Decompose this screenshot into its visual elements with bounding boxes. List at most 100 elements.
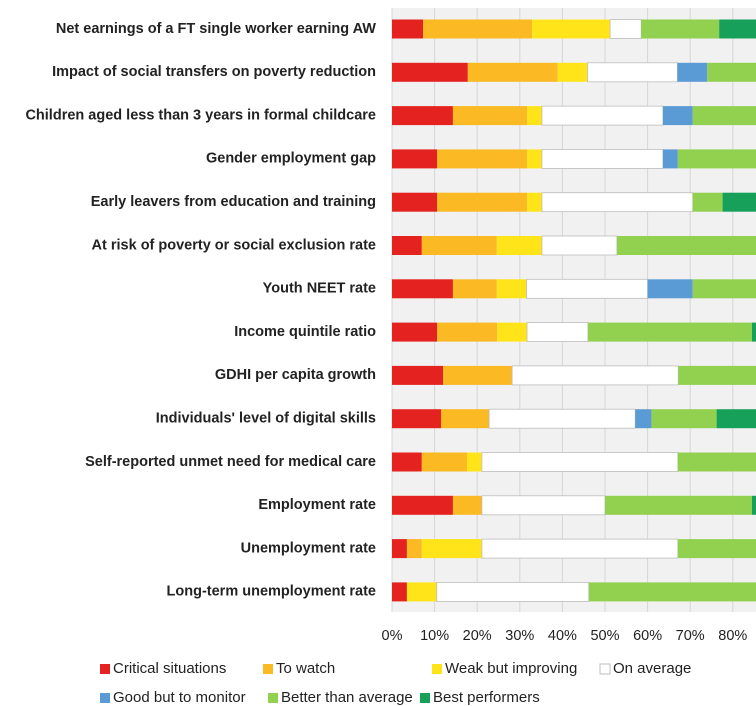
bar-segment	[751, 495, 756, 515]
bar-segment	[677, 62, 708, 82]
bar-segment	[392, 62, 468, 82]
bar-segment	[678, 365, 756, 385]
bar-segment	[677, 452, 756, 472]
bar-segment	[452, 495, 482, 515]
x-tick-label: 70%	[676, 628, 705, 644]
bar-segment	[532, 19, 611, 39]
bar-segment	[511, 365, 679, 386]
bar-segment	[406, 539, 422, 559]
bar-segment	[452, 106, 528, 126]
category-label: Early leavers from education and trainin…	[91, 194, 376, 210]
bar-segment	[527, 192, 542, 212]
bar-segment	[466, 452, 482, 472]
bar-segment	[392, 409, 441, 429]
bar-segment	[437, 322, 498, 342]
bar-segment	[677, 149, 756, 169]
bar-segment	[557, 62, 588, 82]
bar-segment	[527, 149, 542, 169]
bar-segment	[605, 495, 752, 515]
bar-segment	[647, 279, 693, 299]
legend-swatch	[420, 693, 430, 703]
bar-segment	[437, 192, 528, 212]
legend-label: On average	[613, 660, 691, 677]
x-tick-label: 60%	[633, 628, 662, 644]
category-label: Unemployment rate	[241, 540, 376, 556]
bar-segment	[541, 235, 618, 256]
x-tick-label: 40%	[548, 628, 577, 644]
legend-label: Good but to monitor	[113, 689, 246, 706]
legend-label: Better than average	[281, 689, 413, 706]
bar-segment	[392, 236, 422, 255]
category-label: Net earnings of a FT single worker earni…	[56, 21, 376, 37]
bar-segment	[481, 538, 679, 559]
bar-segment	[436, 582, 590, 602]
category-label: Impact of social transfers on poverty re…	[52, 64, 376, 80]
bar-segment	[692, 279, 756, 299]
bar-segment	[392, 149, 438, 169]
bar-segment	[527, 106, 542, 126]
bar-segment	[392, 279, 453, 299]
bar-segment	[392, 452, 422, 472]
legend-swatch	[263, 664, 273, 674]
category-label: Self-reported unmet need for medical car…	[85, 454, 376, 470]
bar-segment	[616, 236, 756, 255]
legend-swatch	[268, 693, 278, 703]
x-tick-label: 0%	[382, 628, 403, 644]
bar-segment	[423, 19, 533, 39]
bar-segment	[406, 582, 437, 602]
bar-segment	[392, 539, 407, 559]
bar-segment	[662, 149, 678, 169]
bar-segment	[443, 365, 513, 385]
bar-segment	[716, 409, 756, 429]
bar-segment	[641, 19, 720, 39]
category-label: Income quintile ratio	[234, 324, 376, 340]
legend-swatch	[599, 663, 611, 675]
bar-segment	[707, 62, 756, 82]
bar-segment	[392, 19, 424, 39]
bar-segment	[481, 452, 679, 472]
legend-label: To watch	[276, 660, 335, 677]
bar-segment	[635, 409, 652, 429]
bar-segment	[751, 322, 756, 342]
bar-segment	[496, 236, 542, 255]
bar-segment	[392, 582, 407, 602]
bar-segment	[392, 106, 453, 126]
category-label: Youth NEET rate	[263, 281, 376, 297]
bar-segment	[692, 106, 756, 126]
x-tick-label: 10%	[420, 628, 449, 644]
bar-segment	[440, 409, 490, 429]
bar-segment	[497, 322, 528, 342]
bar-segment	[437, 149, 528, 169]
bar-segment	[722, 192, 756, 212]
bar-segment	[692, 192, 723, 212]
bar-segment	[496, 279, 527, 299]
bar-segment	[677, 539, 756, 559]
x-tick-label: 30%	[505, 628, 534, 644]
bar-segment	[526, 322, 589, 343]
bar-segment	[452, 279, 497, 299]
bar-segment	[488, 408, 636, 429]
bar-segment	[392, 365, 444, 385]
bar-segment	[587, 322, 752, 342]
legend-swatch	[100, 693, 110, 703]
legend-swatch	[432, 664, 442, 674]
bar-segment	[719, 19, 756, 39]
bar-segment	[421, 539, 482, 559]
bar-segment	[541, 148, 664, 169]
legend-label: Critical situations	[113, 660, 226, 677]
bar-segment	[392, 495, 453, 515]
category-label: Gender employment gap	[206, 151, 376, 167]
legend-label: Best performers	[433, 689, 540, 706]
category-label: Children aged less than 3 years in forma…	[25, 107, 376, 123]
bar-segment	[541, 105, 664, 126]
bar-segment	[541, 192, 694, 213]
legend-swatch	[100, 664, 110, 674]
category-label: At risk of poverty or social exclusion r…	[92, 237, 376, 253]
category-label: GDHI per capita growth	[215, 367, 376, 383]
bar-segment	[587, 62, 678, 83]
bar-segment	[421, 236, 497, 255]
category-label: Individuals' level of digital skills	[156, 411, 376, 427]
x-tick-label: 50%	[590, 628, 619, 644]
bar-segment	[526, 278, 649, 299]
